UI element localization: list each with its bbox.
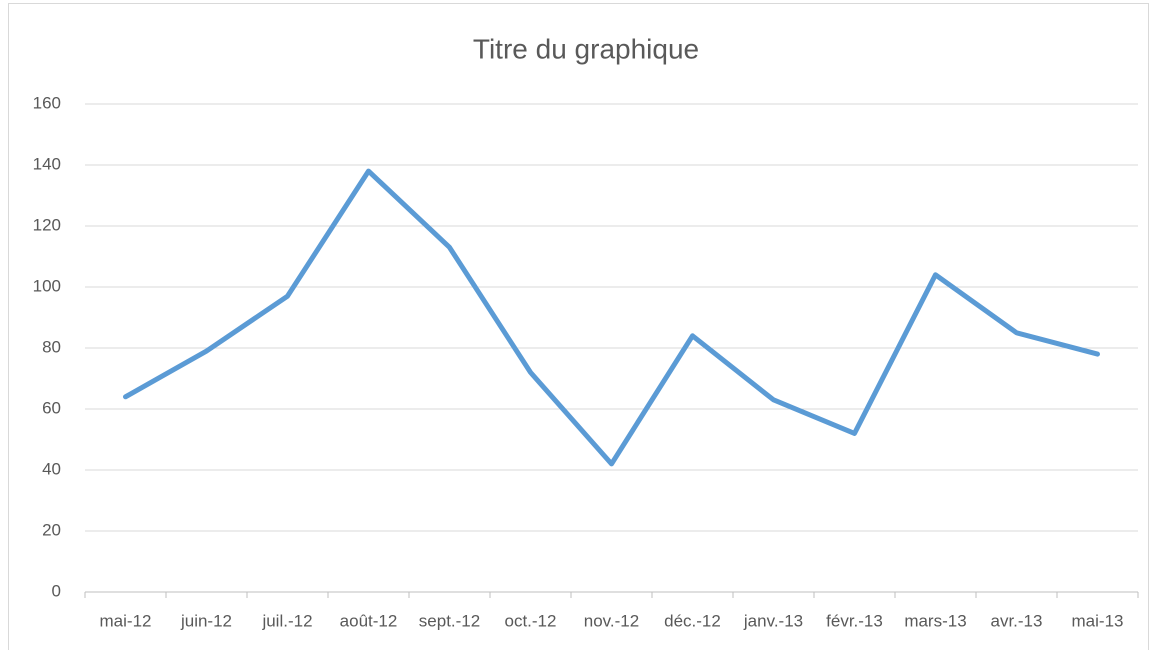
x-tick-label: mars-13 <box>904 611 966 630</box>
y-tick-label: 40 <box>42 459 61 478</box>
y-tick-label: 0 <box>52 581 61 600</box>
chart-border <box>8 3 1149 650</box>
y-tick-label: 60 <box>42 398 61 417</box>
x-tick-label: juin-12 <box>180 611 232 630</box>
x-tick-label: sept.-12 <box>419 611 480 630</box>
x-tick-label: févr.-13 <box>826 611 883 630</box>
y-tick-label: 20 <box>42 520 61 539</box>
x-tick-label: avr.-13 <box>991 611 1043 630</box>
line-series <box>123 168 1100 467</box>
y-tick-label: 100 <box>33 276 61 295</box>
x-tick-label: août-12 <box>340 611 398 630</box>
y-tick-label: 160 <box>33 93 61 112</box>
x-tick-label: nov.-12 <box>584 611 639 630</box>
x-tick-label: mai-13 <box>1072 611 1124 630</box>
y-tick-label: 120 <box>33 215 61 234</box>
chart-title: Titre du graphique <box>473 33 699 64</box>
y-tick-label: 140 <box>33 154 61 173</box>
x-tick-label: juil.-12 <box>261 611 312 630</box>
x-tick-label: janv.-13 <box>743 611 803 630</box>
x-tick-label: oct.-12 <box>505 611 557 630</box>
y-tick-label: 80 <box>42 337 61 356</box>
x-tick-label: déc.-12 <box>664 611 721 630</box>
x-tick-label: mai-12 <box>100 611 152 630</box>
